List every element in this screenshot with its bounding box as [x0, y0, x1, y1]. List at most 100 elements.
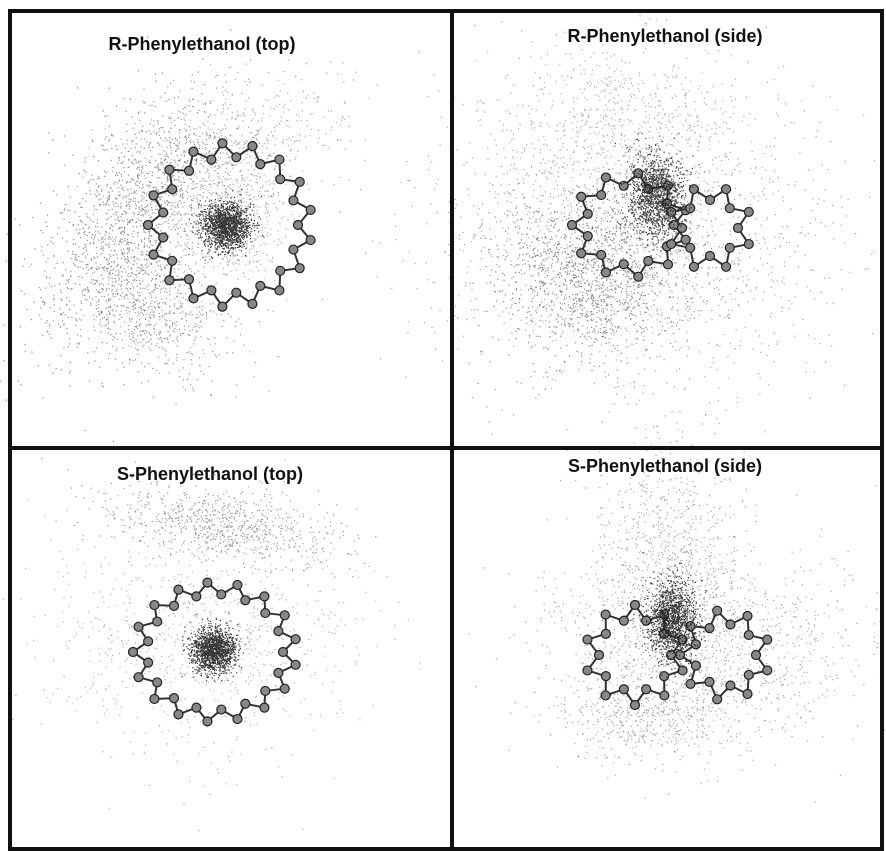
atom: [597, 250, 606, 259]
atom: [713, 606, 722, 615]
atom: [601, 268, 610, 277]
atom: [291, 660, 300, 669]
atom: [289, 196, 298, 205]
atom: [207, 155, 216, 164]
atom: [174, 710, 183, 719]
atom: [295, 264, 304, 273]
atom: [306, 205, 315, 214]
atom: [165, 276, 174, 285]
atom: [713, 695, 722, 704]
atom: [722, 262, 731, 271]
atom: [189, 147, 198, 156]
atom: [744, 670, 753, 679]
atom: [203, 578, 212, 587]
atom: [168, 256, 177, 265]
atom: [763, 666, 772, 675]
atom: [168, 185, 177, 194]
outer-frame: [10, 11, 882, 849]
atom: [153, 678, 162, 687]
atom: [159, 233, 168, 242]
atom: [595, 651, 604, 660]
atom: [744, 207, 753, 216]
atom: [280, 611, 289, 620]
atom: [725, 204, 734, 213]
atom: [165, 165, 174, 174]
atom: [294, 221, 303, 230]
atom: [207, 286, 216, 295]
atom: [743, 612, 752, 621]
atom: [291, 635, 300, 644]
atom: [276, 266, 285, 275]
atom: [691, 640, 700, 649]
atom: [734, 224, 743, 233]
panel-title: S-Phenylethanol (top): [117, 464, 303, 484]
atom: [660, 672, 669, 681]
atom: [763, 635, 772, 644]
atom: [686, 243, 695, 252]
atom: [134, 622, 143, 631]
atom: [631, 601, 640, 610]
atom: [306, 236, 315, 245]
atom: [689, 262, 698, 271]
atom: [185, 275, 194, 284]
atom: [144, 221, 153, 230]
artwork: [0, 0, 886, 851]
atom: [144, 658, 153, 667]
atom: [149, 191, 158, 200]
atom: [276, 175, 285, 184]
atom: [274, 668, 283, 677]
atom: [568, 221, 577, 230]
atom: [726, 620, 735, 629]
atom: [601, 672, 610, 681]
atom: [217, 590, 226, 599]
atom: [752, 651, 761, 660]
atom: [705, 624, 714, 633]
atom: [241, 699, 250, 708]
atom: [619, 181, 628, 190]
atom: [233, 715, 242, 724]
atom: [583, 635, 592, 644]
atom: [660, 691, 669, 700]
atom: [619, 616, 628, 625]
atom: [218, 139, 227, 148]
atom: [217, 705, 226, 714]
atom: [619, 685, 628, 694]
atom: [577, 249, 586, 258]
atom: [705, 677, 714, 686]
atom: [256, 160, 265, 169]
atom: [583, 232, 592, 241]
atom: [644, 257, 653, 266]
atom: [279, 648, 288, 657]
density-cloud: [322, 0, 886, 481]
atom: [686, 679, 695, 688]
atom: [583, 666, 592, 675]
atom: [744, 240, 753, 249]
atom: [619, 260, 628, 269]
atom: [667, 240, 676, 249]
density-cloud: [189, 189, 265, 261]
density-cloud: [556, 370, 765, 794]
atom: [189, 294, 198, 303]
panel-title: S-Phenylethanol (side): [568, 456, 762, 476]
atom: [192, 592, 201, 601]
atom: [274, 627, 283, 636]
atom: [663, 260, 672, 269]
atom: [153, 617, 162, 626]
atom: [129, 648, 138, 657]
atom: [232, 153, 241, 162]
atom: [150, 694, 159, 703]
atom: [726, 681, 735, 690]
atom: [597, 191, 606, 200]
atom: [706, 252, 715, 261]
atom: [261, 686, 270, 695]
atom: [144, 637, 153, 646]
atom: [275, 155, 284, 164]
atom: [170, 601, 179, 610]
atom: [601, 173, 610, 182]
atom: [149, 250, 158, 259]
atom: [233, 580, 242, 589]
atom: [232, 288, 241, 297]
atom: [170, 694, 179, 703]
atom: [725, 243, 734, 252]
atom: [601, 610, 610, 619]
